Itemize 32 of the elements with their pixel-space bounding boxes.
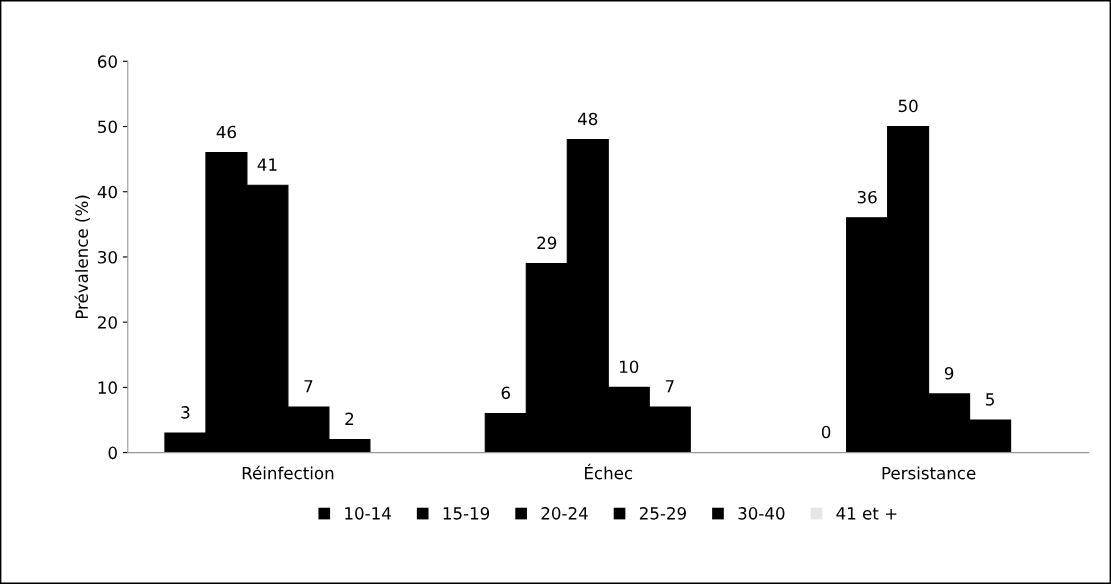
data-label: 46 bbox=[216, 125, 236, 139]
y-tick-label: 60 bbox=[98, 55, 117, 68]
data-label: 0 bbox=[821, 425, 831, 439]
y-tick-label: 0 bbox=[108, 446, 117, 460]
x-tick-label: Persistance bbox=[882, 466, 976, 480]
data-label: 41 bbox=[257, 158, 277, 171]
y-tick-label: 30 bbox=[98, 250, 117, 264]
legend-label: 25-29 bbox=[639, 507, 686, 520]
data-label: 3 bbox=[181, 406, 190, 419]
x-tick-label: Échec bbox=[585, 463, 633, 480]
data-label: 36 bbox=[857, 190, 877, 204]
legend-label: 41 et + bbox=[836, 507, 897, 520]
y-tick-label: 40 bbox=[97, 185, 117, 199]
legend-label: 10-14 bbox=[345, 507, 391, 520]
data-label: 5 bbox=[986, 393, 994, 406]
data-label: 7 bbox=[304, 380, 313, 393]
legend-label: 30-40 bbox=[738, 507, 785, 520]
data-label: 29 bbox=[537, 236, 557, 250]
data-label: 50 bbox=[898, 99, 918, 113]
legend-label: 15-19 bbox=[443, 507, 490, 520]
data-label: 6 bbox=[501, 386, 511, 400]
x-tick-label: Réinfection bbox=[242, 465, 334, 480]
data-label: 10 bbox=[620, 360, 639, 374]
legend-label: 20-24 bbox=[541, 507, 588, 520]
data-label: 2 bbox=[345, 412, 354, 425]
y-tick-label: 50 bbox=[98, 120, 117, 134]
data-label: 9 bbox=[944, 366, 954, 380]
y-tick-label: 10 bbox=[98, 381, 117, 394]
data-label: 7 bbox=[665, 380, 674, 393]
y-axis-title: Prévalence (%) bbox=[74, 195, 91, 319]
data-label: 48 bbox=[577, 112, 598, 126]
y-tick-label: 20 bbox=[98, 316, 117, 329]
